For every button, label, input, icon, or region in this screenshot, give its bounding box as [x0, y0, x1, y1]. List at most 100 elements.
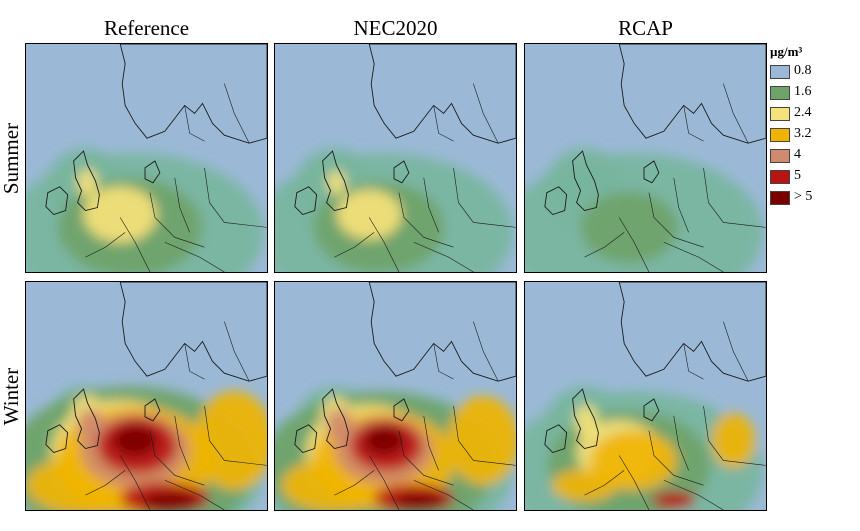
coastline: [294, 186, 318, 216]
country-border: [174, 415, 190, 471]
country-border: [584, 232, 625, 258]
country-border: [413, 479, 474, 510]
country-border: [398, 430, 454, 486]
country-border: [413, 241, 474, 272]
country-border: [119, 455, 151, 510]
concentration-patch: [83, 186, 157, 243]
legend-label: 0.8: [794, 63, 812, 78]
country-border: [368, 455, 400, 510]
country-border: [149, 192, 205, 248]
map-summer-reference: [25, 43, 268, 273]
country-border: [453, 405, 516, 466]
coastline: [45, 424, 69, 454]
legend-swatch: [770, 128, 790, 142]
coastline: [322, 388, 349, 450]
concentration-patch: [447, 396, 516, 486]
concentration-field: [26, 148, 264, 272]
map-svg: [26, 44, 267, 272]
concentration-patch: [336, 189, 402, 240]
map-svg: [275, 44, 516, 272]
concentration-patch: [327, 170, 346, 196]
coastline: [294, 424, 318, 454]
concentration-field: [525, 386, 763, 510]
country-border: [673, 415, 689, 471]
map-svg: [525, 44, 766, 272]
concentration-patch: [325, 407, 354, 444]
country-border: [423, 415, 439, 471]
map-svg: [275, 282, 516, 510]
concentration-field: [26, 386, 267, 510]
country-border: [433, 105, 454, 142]
country-border: [184, 105, 205, 142]
country-borders: [584, 83, 766, 272]
country-border: [663, 479, 724, 510]
concentration-patch: [551, 468, 618, 502]
country-border: [618, 455, 650, 510]
country-borders: [85, 321, 267, 510]
country-border: [119, 217, 151, 272]
map-svg: [525, 282, 766, 510]
country-border: [398, 192, 454, 248]
coastline: [73, 150, 100, 212]
country-borders: [334, 321, 516, 510]
column-title-nec2020: NEC2020: [353, 16, 438, 40]
country-border: [584, 470, 625, 496]
map-svg: [26, 282, 267, 510]
country-border: [85, 470, 126, 496]
country-border: [648, 430, 704, 486]
country-border: [334, 232, 375, 258]
country-border: [663, 241, 724, 272]
country-border: [453, 167, 516, 228]
country-border: [703, 167, 766, 228]
legend-swatch: [770, 107, 790, 121]
coastline: [643, 160, 660, 184]
country-border: [473, 321, 499, 382]
legend-swatch: [770, 170, 790, 184]
legend-label: 5: [794, 168, 801, 183]
legend-swatch: [770, 86, 790, 100]
country-borders: [584, 321, 766, 510]
country-border: [85, 232, 126, 258]
country-border: [673, 177, 689, 233]
concentration-field: [275, 148, 513, 272]
country-border: [334, 470, 375, 496]
country-border: [204, 167, 267, 228]
concentration-patch: [76, 407, 105, 444]
coastline: [144, 160, 161, 184]
legend-label: > 5: [794, 189, 813, 204]
map-winter-reference: [25, 281, 268, 511]
coastline: [393, 398, 410, 422]
coastlines: [544, 44, 766, 216]
coastline: [572, 150, 599, 212]
country-borders: [85, 83, 267, 272]
concentration-patch: [590, 430, 678, 491]
legend-label: 1.6: [794, 84, 812, 99]
coastline: [618, 44, 766, 144]
legend-label: 3.2: [794, 126, 812, 141]
map-winter-nec2020: [274, 281, 517, 511]
legend-swatch: [770, 149, 790, 163]
concentration-patch: [77, 169, 98, 197]
country-border: [164, 479, 225, 510]
coastline: [73, 388, 100, 450]
row-label-summer: Summer: [0, 122, 24, 194]
map-winter-rcap: [524, 281, 767, 511]
country-borders: [334, 83, 516, 272]
concentration-patch: [580, 191, 678, 264]
country-border: [703, 405, 766, 466]
concentration-patch: [711, 413, 756, 468]
country-border: [423, 177, 439, 233]
coastline: [544, 186, 568, 216]
country-border: [618, 217, 650, 272]
coastline: [45, 186, 69, 216]
country-border: [683, 343, 704, 380]
country-border: [149, 430, 205, 486]
country-border: [683, 105, 704, 142]
concentration-patch: [651, 491, 696, 510]
coastline: [572, 388, 599, 450]
legend-label: 4: [794, 147, 801, 162]
legend-swatch: [770, 191, 790, 205]
row-label-winter: Winter: [0, 367, 24, 425]
country-border: [174, 177, 190, 233]
country-border: [368, 217, 400, 272]
